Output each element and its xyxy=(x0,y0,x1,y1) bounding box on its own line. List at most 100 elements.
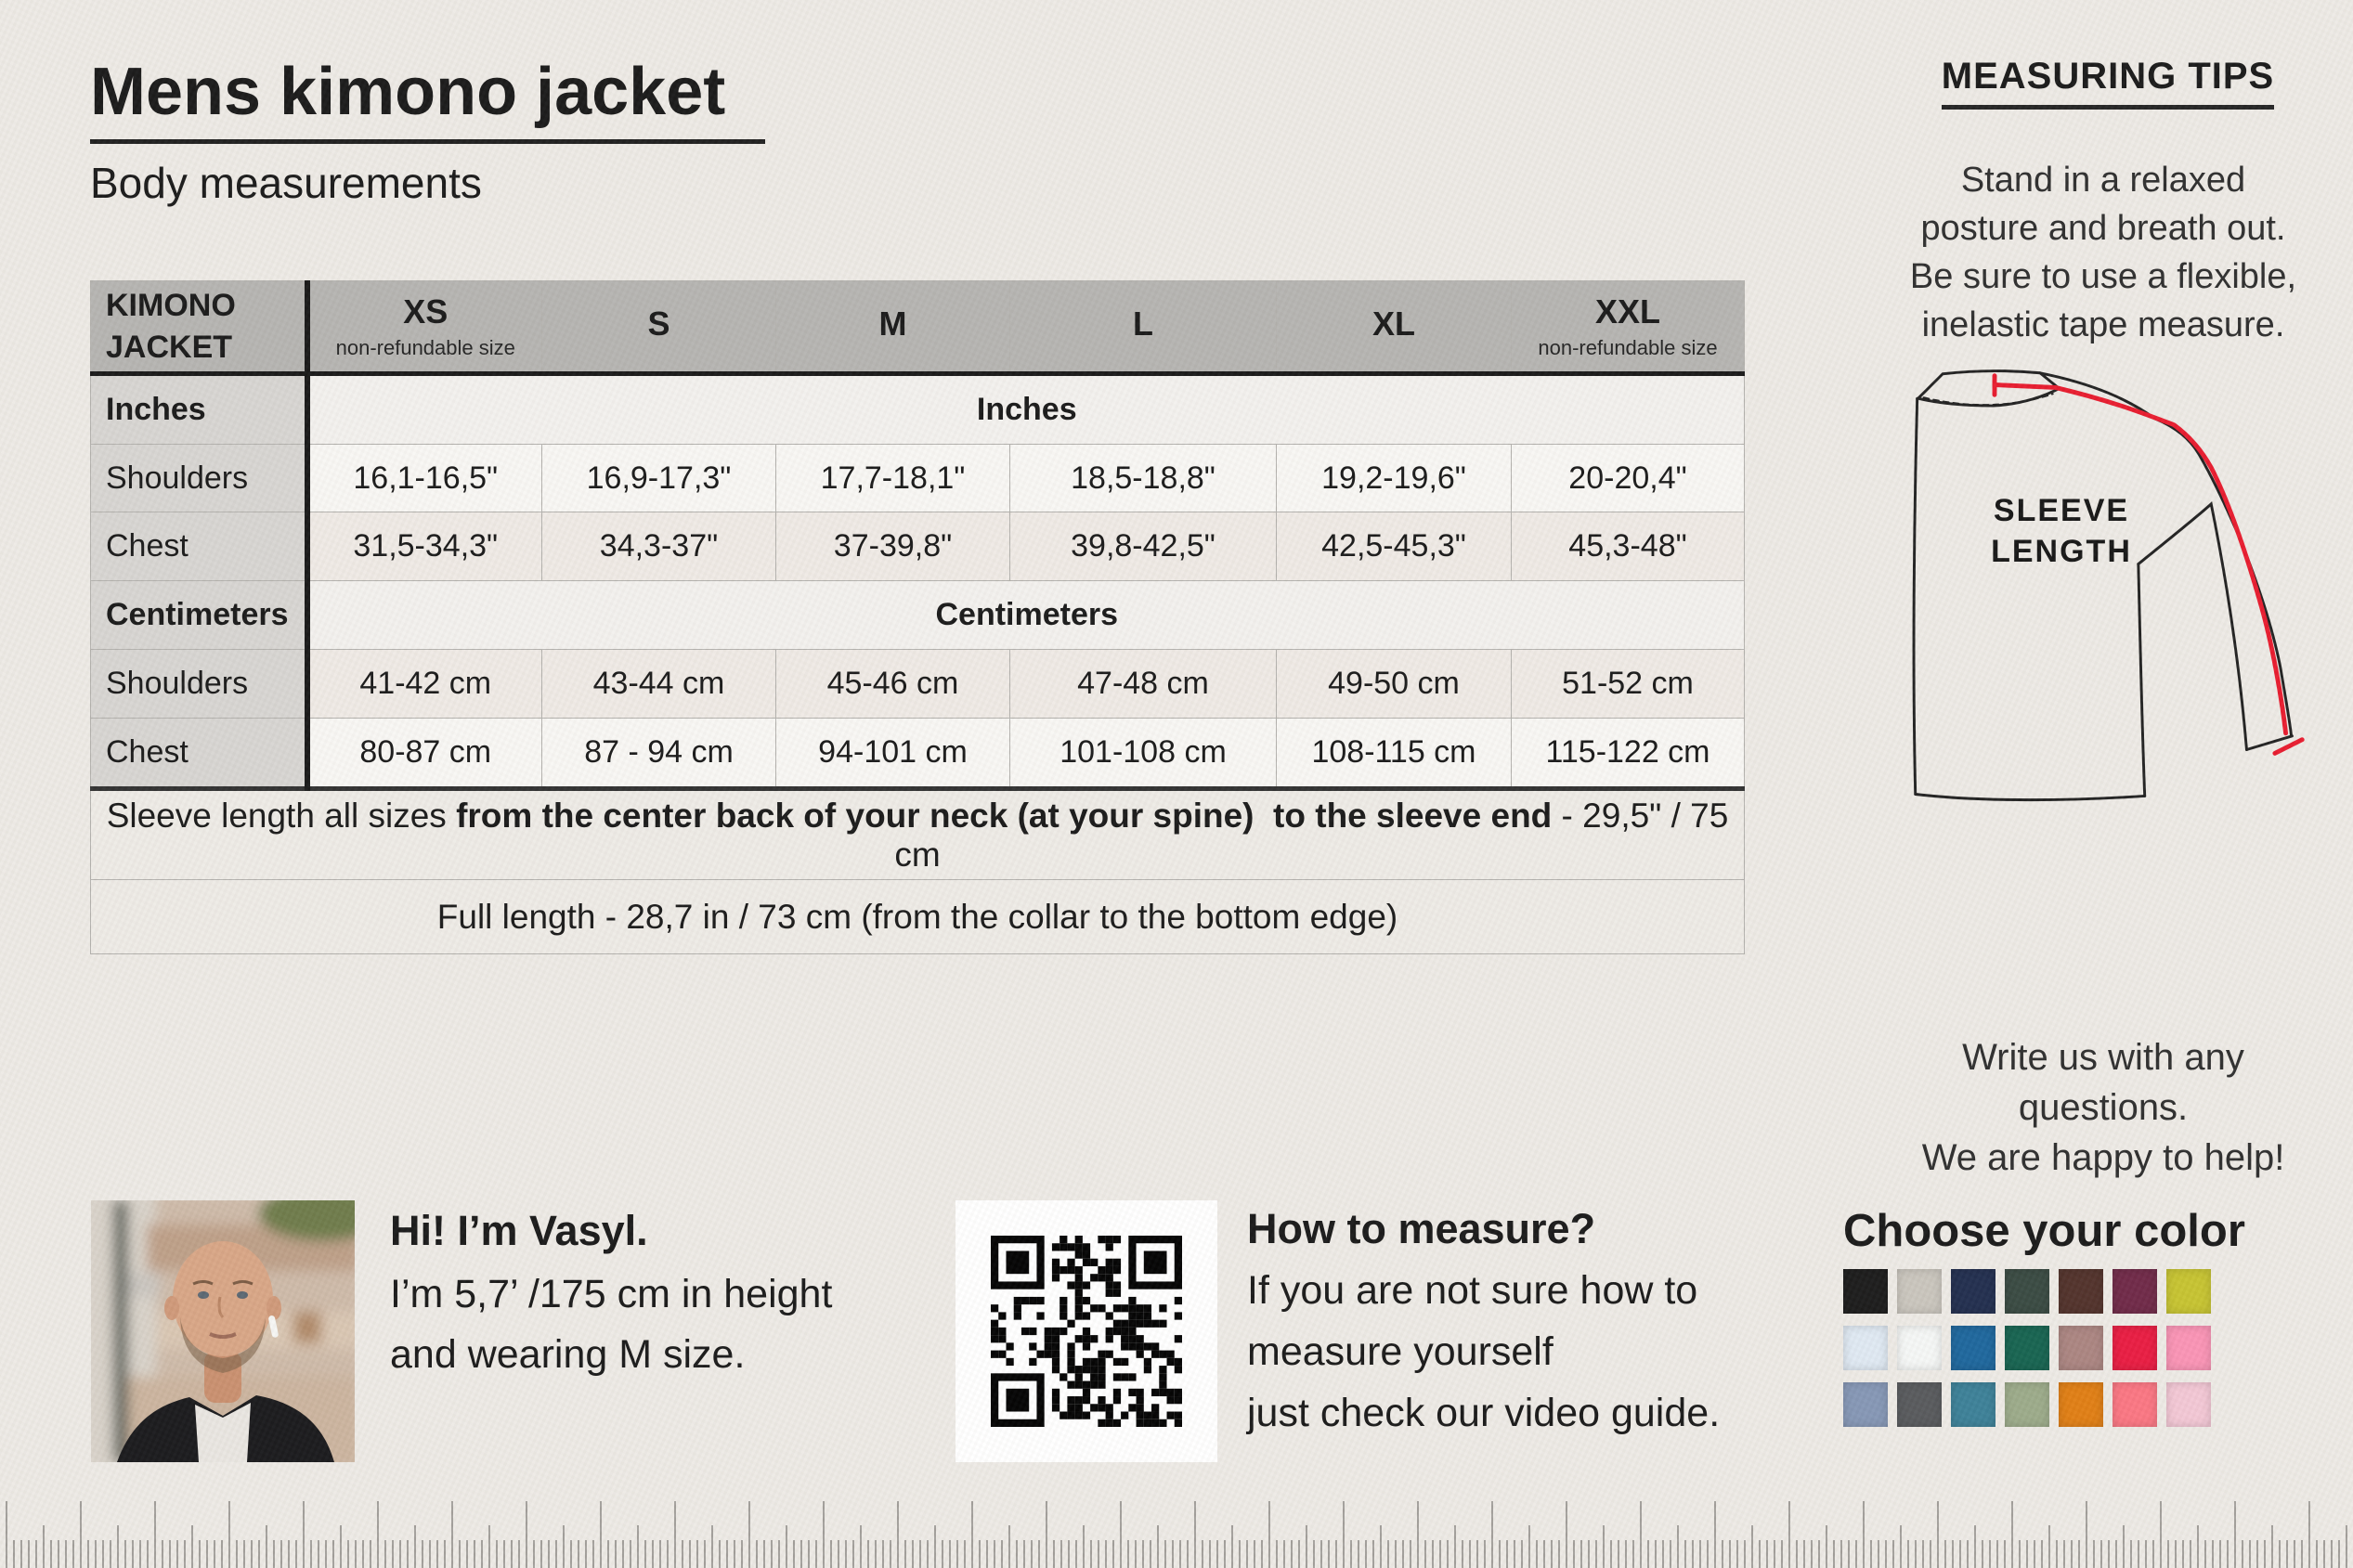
cell: 16,1-16,5" xyxy=(306,444,542,512)
inches-band: Inches xyxy=(306,373,1745,445)
how-to-line: If you are not sure how to xyxy=(1247,1268,1698,1313)
color-swatch-grid xyxy=(1843,1269,2211,1427)
color-swatch xyxy=(1951,1326,1996,1370)
cell: 51-52 cm xyxy=(1511,649,1745,719)
color-swatch xyxy=(2005,1269,2049,1314)
full-length-note: Full length - 28,7 in / 73 cm (from the … xyxy=(90,879,1745,954)
color-swatch xyxy=(1843,1382,1888,1427)
contact-line: We are happy to help! xyxy=(1921,1137,2285,1178)
table-corner-label: KIMONO JACKET xyxy=(90,280,310,376)
page-title: Mens kimono jacket xyxy=(90,55,726,129)
color-swatch xyxy=(1897,1269,1942,1314)
size-note: non-refundable size xyxy=(335,336,515,359)
cm-band-row: Centimeters Centimeters xyxy=(90,580,1745,650)
vasyl-size-line: and wearing M size. xyxy=(390,1332,746,1377)
cell: 19,2-19,6" xyxy=(1276,444,1512,512)
cell: 39,8-42,5" xyxy=(1009,512,1277,581)
cell: 16,9-17,3" xyxy=(541,444,776,512)
sleeve-length-label-line: SLEEVE xyxy=(1993,493,2130,528)
table-row: Chest 31,5-34,3" 34,3-37" 37-39,8" 39,8-… xyxy=(90,512,1745,581)
sleeve-length-label: SLEEVE LENGTH xyxy=(1959,490,2164,572)
how-to-title: How to measure? xyxy=(1247,1205,1596,1252)
sleeve-note-part: Sleeve length all sizes xyxy=(106,796,457,835)
inches-band-row: Inches Inches xyxy=(90,373,1745,445)
how-to-line: measure yourself xyxy=(1247,1329,1554,1374)
cell: 31,5-34,3" xyxy=(306,512,542,581)
cell: 42,5-45,3" xyxy=(1276,512,1512,581)
measuring-tips-text: Stand in a relaxed posture and breath ou… xyxy=(1815,156,2353,349)
jacket-sleeve-diagram xyxy=(1912,369,2305,802)
full-length-row: Full length - 28,7 in / 73 cm (from the … xyxy=(90,879,1745,954)
tips-line: posture and breath out. xyxy=(1920,209,2286,248)
color-swatch xyxy=(2166,1269,2211,1314)
contact-line: questions. xyxy=(2018,1087,2189,1128)
measuring-tips-heading-box: MEASURING TIPS xyxy=(1857,56,2353,110)
measuring-tips-title: MEASURING TIPS xyxy=(1941,56,2275,110)
how-to-line: just check our video guide. xyxy=(1247,1391,1721,1435)
cell: 115-122 cm xyxy=(1511,718,1745,791)
size-col-xl: XL xyxy=(1276,280,1512,376)
tips-line: Be sure to use a flexible, xyxy=(1909,257,2297,296)
table-row: Shoulders 16,1-16,5" 16,9-17,3" 17,7-18,… xyxy=(90,444,1745,512)
size-label: L xyxy=(1133,305,1153,343)
qr-code xyxy=(991,1236,1182,1427)
cm-band: Centimeters xyxy=(306,580,1745,650)
inches-row-label: Inches xyxy=(90,373,310,445)
color-swatch xyxy=(1951,1382,1996,1427)
table-row: Shoulders 41-42 cm 43-44 cm 45-46 cm 47-… xyxy=(90,649,1745,719)
tips-line: inelastic tape measure. xyxy=(1921,305,2285,344)
color-swatch xyxy=(2059,1326,2103,1370)
cm-row-label: Centimeters xyxy=(90,580,310,650)
color-swatch xyxy=(1897,1326,1942,1370)
color-swatch xyxy=(1951,1269,1996,1314)
choose-color-title: Choose your color xyxy=(1843,1206,2245,1256)
table-header-row: KIMONO JACKET XS non-refundable size S M… xyxy=(90,280,1745,376)
size-col-l: L xyxy=(1009,280,1277,376)
color-swatch xyxy=(2112,1326,2157,1370)
size-label: XL xyxy=(1372,305,1415,343)
cell: 47-48 cm xyxy=(1009,649,1277,719)
cell: 43-44 cm xyxy=(541,649,776,719)
sleeve-measure-line xyxy=(1992,373,2305,756)
sleeve-note-part: - 29,5" / 75 cm xyxy=(894,796,1738,874)
cell: 94-101 cm xyxy=(775,718,1010,791)
color-swatch xyxy=(2112,1382,2157,1427)
how-to-measure-block: How to measure? If you are not sure how … xyxy=(1247,1205,1720,1452)
shoulders-label: Shoulders xyxy=(90,649,310,719)
table-row: Chest 80-87 cm 87 - 94 cm 94-101 cm 101-… xyxy=(90,718,1745,791)
cell: 45-46 cm xyxy=(775,649,1010,719)
vasyl-greeting: Hi! I’m Vasyl. xyxy=(390,1207,648,1254)
cell: 49-50 cm xyxy=(1276,649,1512,719)
vasyl-photo xyxy=(91,1200,355,1462)
cell: 108-115 cm xyxy=(1276,718,1512,791)
size-label: XS xyxy=(403,292,448,330)
sleeve-note-row: Sleeve length all sizes from the center … xyxy=(90,788,1745,880)
cell: 80-87 cm xyxy=(306,718,542,791)
color-swatch xyxy=(2059,1269,2103,1314)
contact-line: Write us with any xyxy=(1962,1037,2244,1078)
contact-text: Write us with any questions. We are happ… xyxy=(1834,1032,2353,1183)
shoulders-label: Shoulders xyxy=(90,444,310,512)
page-subtitle: Body measurements xyxy=(90,159,482,207)
size-col-xs: XS non-refundable size xyxy=(306,280,542,376)
cell: 45,3-48" xyxy=(1511,512,1745,581)
color-swatch xyxy=(2005,1382,2049,1427)
color-swatch xyxy=(2112,1269,2157,1314)
color-swatch xyxy=(2166,1326,2211,1370)
sleeve-length-note: Sleeve length all sizes from the center … xyxy=(90,788,1745,880)
color-swatch xyxy=(1843,1269,1888,1314)
size-note: non-refundable size xyxy=(1538,336,1718,359)
chest-label: Chest xyxy=(90,512,310,581)
vasyl-height-line: I’m 5,7’ /175 cm in height xyxy=(390,1272,833,1316)
sleeve-note-bold: from the center back of your neck (at yo… xyxy=(456,796,1553,835)
size-col-xxl: XXL non-refundable size xyxy=(1511,280,1745,376)
color-swatch xyxy=(2166,1382,2211,1427)
color-swatch xyxy=(1843,1326,1888,1370)
cell: 41-42 cm xyxy=(306,649,542,719)
cell: 17,7-18,1" xyxy=(775,444,1010,512)
cell: 20-20,4" xyxy=(1511,444,1745,512)
cell: 101-108 cm xyxy=(1009,718,1277,791)
color-swatch xyxy=(2059,1382,2103,1427)
qr-card xyxy=(956,1200,1217,1462)
